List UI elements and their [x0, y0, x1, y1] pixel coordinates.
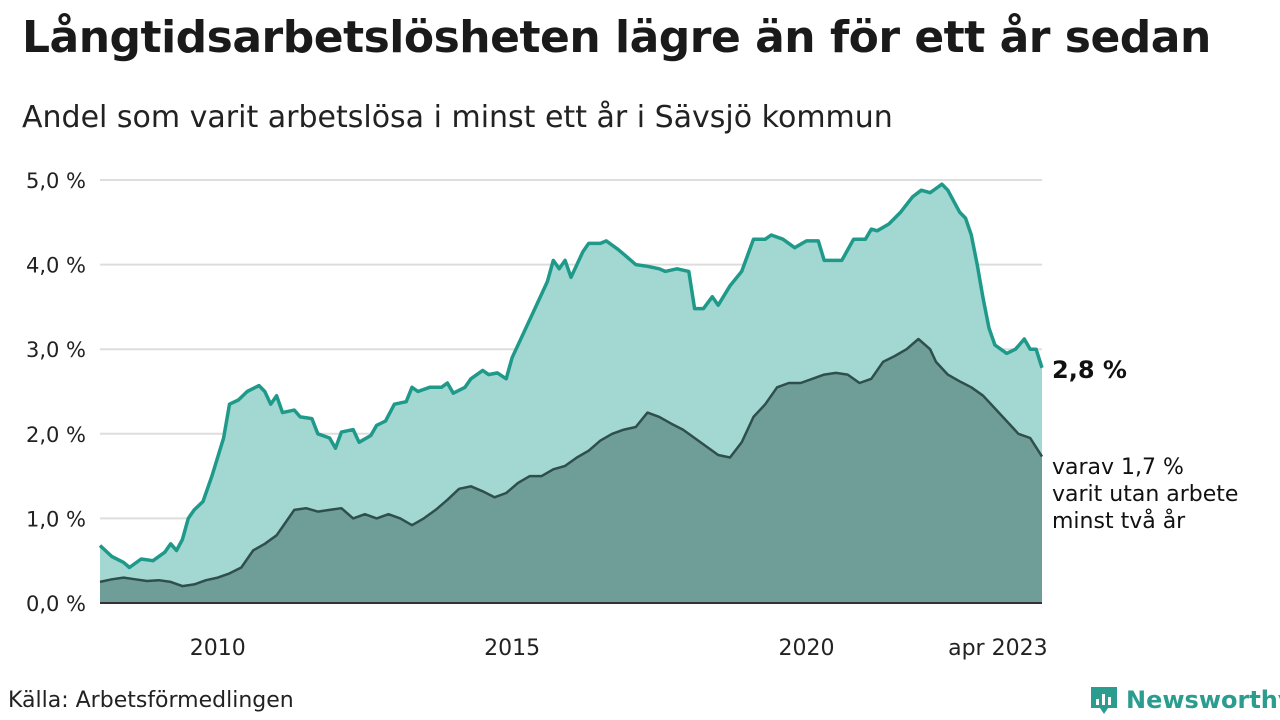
y-tick-label: 5,0 % [26, 169, 86, 193]
brand-logo[interactable]: Newsworthy [1088, 684, 1280, 716]
end-label-two-years-line: varav 1,7 % [1052, 455, 1184, 480]
chart-subtitle: Andel som varit arbetslösa i minst ett å… [22, 100, 893, 135]
chart-title: Långtidsarbetslösheten lägre än för ett … [22, 12, 1211, 63]
y-tick-label: 4,0 % [26, 254, 86, 278]
bar-chart-logo-icon [1091, 687, 1117, 714]
y-tick-label: 1,0 % [26, 507, 86, 531]
brand-name: Newsworthy [1126, 686, 1280, 714]
end-label-two-years-line: varit utan arbete [1052, 482, 1238, 507]
series-area-two-years [100, 339, 1042, 603]
y-tick-label: 0,0 % [26, 592, 86, 616]
x-tick-label: 2015 [484, 636, 540, 661]
x-tick-label: 2020 [779, 636, 835, 661]
series-line-two-years [99, 337, 1044, 588]
source-note: Källa: Arbetsförmedlingen [8, 688, 294, 713]
end-label-total: 2,8 % [1052, 356, 1127, 384]
y-tick-label: 3,0 % [26, 338, 86, 362]
x-tick-label: apr 2023 [948, 636, 1047, 661]
area-chart: 0,0 % 1,0 % 2,0 % 3,0 % 4,0 % 5,0 % 2010 2015 20… [26, 169, 1238, 661]
end-label-two-years-line: minst två år [1052, 508, 1186, 534]
y-tick-label: 2,0 % [26, 423, 86, 447]
x-tick-label: 2010 [190, 636, 246, 661]
series-line-total [98, 182, 1044, 570]
